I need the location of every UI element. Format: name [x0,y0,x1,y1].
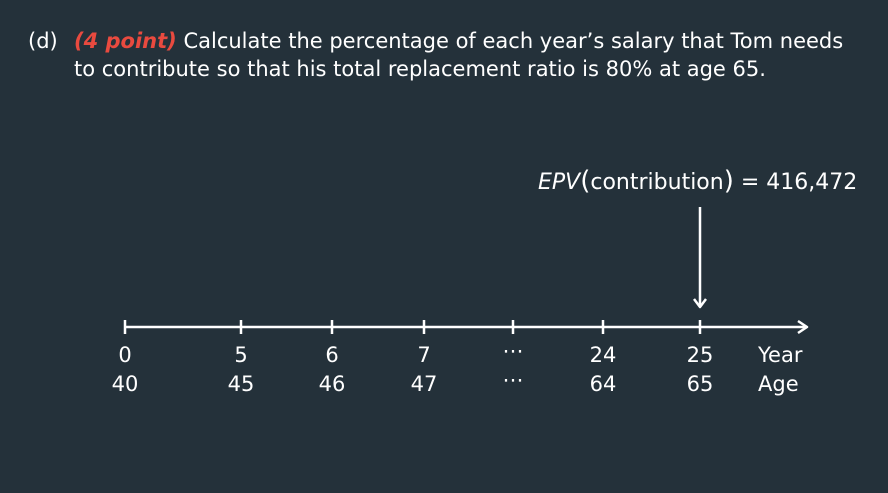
epv-value: = 416,472 [733,170,858,195]
question-label: (d) [28,29,58,53]
epv-open-paren: ( [580,166,591,196]
timeline-arrowhead [797,319,809,335]
year-label-7: 7 [417,343,431,367]
question-body: (4 point) Calculate the percentage of ea… [28,27,848,83]
age-label-64: 64 [589,372,617,396]
age-label-45: 45 [227,372,255,396]
age-label-40: 40 [111,372,139,396]
epv-close-paren: ) [723,166,734,196]
year-label-ellipsis: ⋯ [502,339,524,363]
epv-annotation: EPV(contribution) = 416,472 [538,167,857,197]
epv-arrow-head [693,298,707,309]
epv-argument: contribution [590,170,724,195]
question-statement: Calculate the percentage of each year’s … [74,29,844,81]
epv-label: EPV [538,170,581,195]
question-points: (4 point) [74,29,177,53]
age-label-ellipsis: ⋯ [502,368,524,392]
year-row-label: Year [758,343,803,367]
age-row-label: Age [758,372,799,396]
question-text: (d) (4 point) Calculate the percentage of… [28,27,848,83]
age-label-46: 46 [318,372,346,396]
year-label-5: 5 [234,343,248,367]
year-label-0: 0 [118,343,132,367]
age-label-47: 47 [410,372,438,396]
year-label-25: 25 [686,343,714,367]
age-label-65: 65 [686,372,714,396]
year-label-24: 24 [589,343,617,367]
year-label-6: 6 [325,343,339,367]
